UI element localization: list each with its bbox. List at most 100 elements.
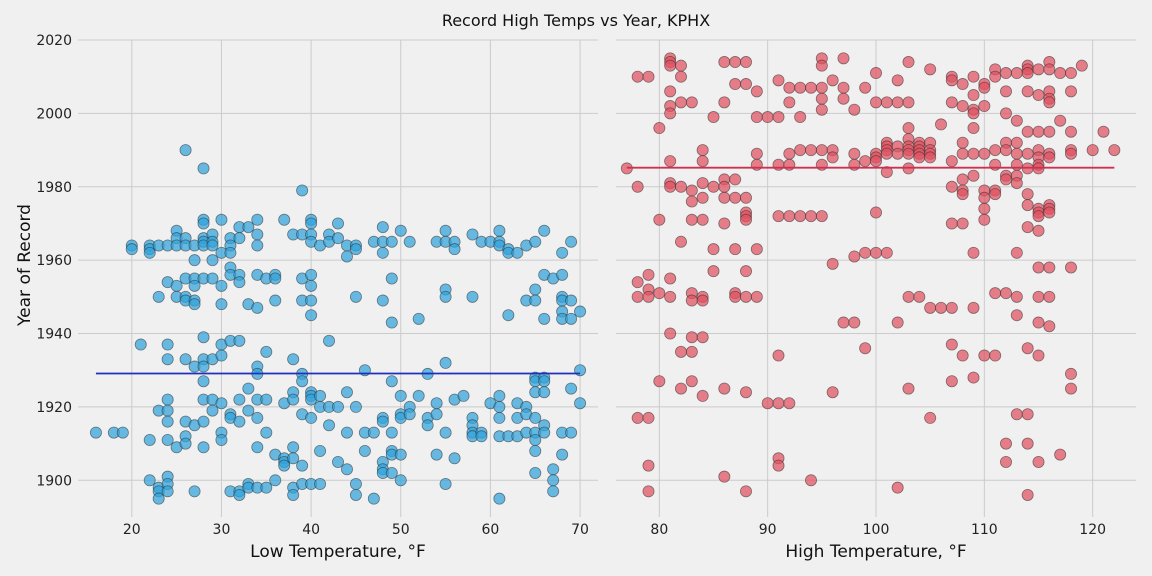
right-scatter-point	[1032, 455, 1045, 468]
left-scatter-point	[574, 397, 587, 410]
left-scatter-point	[529, 433, 542, 446]
left-scatter-point	[376, 415, 389, 428]
right-scatter-point	[924, 63, 937, 76]
left-scatter-point	[529, 283, 542, 296]
left-scatter-point	[233, 393, 246, 406]
right-scatter-point	[837, 52, 850, 65]
left-scatter-point	[439, 290, 452, 303]
right-scatter-point	[815, 92, 828, 105]
left-scatter-point	[161, 485, 174, 498]
left-scatter-point	[314, 477, 327, 490]
left-scatter-point	[233, 276, 246, 289]
left-scatter-point	[565, 294, 578, 307]
right-scatter-point	[1000, 287, 1013, 300]
right-scatter-point	[945, 217, 958, 230]
right-scatter-point	[696, 294, 709, 307]
left-scatter-point	[215, 298, 228, 311]
left-x-axis-label: Low Temperature, °F	[250, 542, 426, 562]
right-scatter-point	[924, 411, 937, 424]
right-scatter-point	[1065, 367, 1078, 380]
right-scatter-point	[653, 122, 666, 135]
left-scatter-point	[305, 411, 318, 424]
right-scatter-point	[696, 177, 709, 190]
left-x-tick-label: 30	[213, 522, 231, 538]
left-scatter-point	[197, 331, 210, 344]
left-y-tick-label: 1980	[36, 180, 72, 196]
right-scatter-point	[794, 81, 807, 94]
right-scatter-point	[1000, 85, 1013, 98]
left-scatter-point	[314, 389, 327, 402]
left-scatter-point	[305, 268, 318, 281]
right-scatter-point	[761, 111, 774, 124]
right-scatter-point	[1021, 488, 1034, 501]
right-scatter-point	[945, 180, 958, 193]
right-scatter-point	[718, 191, 731, 204]
right-scatter-point	[750, 147, 763, 160]
left-scatter-point	[323, 419, 336, 432]
left-scatter-point	[251, 301, 264, 314]
right-scatter-point	[1054, 114, 1067, 127]
right-scatter-point	[1000, 67, 1013, 80]
right-scatter-point	[913, 290, 926, 303]
right-scatter-point	[772, 111, 785, 124]
right-scatter-point	[653, 375, 666, 388]
right-scatter-point	[1021, 147, 1034, 160]
left-scatter-point	[287, 353, 300, 366]
left-scatter-point	[161, 353, 174, 366]
left-y-tick-label: 1940	[36, 327, 72, 343]
left-scatter-point	[89, 426, 102, 439]
right-scatter-point	[978, 147, 991, 160]
right-scatter-point	[631, 290, 644, 303]
right-scatter-point	[1032, 290, 1045, 303]
left-scatter-point	[538, 375, 551, 388]
right-scatter-point	[967, 89, 980, 102]
right-scatter-point	[891, 74, 904, 87]
left-scatter-point	[278, 459, 291, 472]
right-scatter-point	[696, 213, 709, 226]
left-scatter-point	[340, 463, 353, 476]
left-y-tick-label: 1960	[36, 253, 72, 269]
left-scatter-point	[448, 243, 461, 256]
left-scatter-point	[529, 444, 542, 457]
left-scatter-point	[179, 437, 192, 450]
left-scatter-point	[565, 235, 578, 248]
left-scatter-point	[439, 224, 452, 237]
left-scatter-point	[269, 272, 282, 285]
right-scatter-point	[880, 147, 893, 160]
right-scatter-point	[696, 389, 709, 402]
left-scatter-point	[565, 312, 578, 325]
left-scatter-point	[296, 375, 309, 388]
right-scatter-point	[783, 210, 796, 223]
right-scatter-point	[989, 144, 1002, 157]
right-scatter-point	[1054, 448, 1067, 461]
left-scatter-point	[197, 360, 210, 373]
left-scatter-point	[152, 290, 165, 303]
left-y-tick-label: 2020	[36, 33, 72, 49]
right-scatter-point	[1086, 144, 1099, 157]
right-scatter-point	[642, 290, 655, 303]
right-scatter-point	[675, 59, 688, 72]
right-scatter-point	[729, 290, 742, 303]
right-scatter-point	[956, 100, 969, 113]
right-scatter-point	[1010, 246, 1023, 259]
left-x-tick-label: 70	[571, 522, 589, 538]
right-scatter-point	[945, 96, 958, 109]
left-scatter-point	[574, 305, 587, 318]
right-scatter-point	[664, 155, 677, 168]
right-scatter-point	[1000, 107, 1013, 120]
right-scatter-point	[1043, 290, 1056, 303]
left-scatter-point	[161, 415, 174, 428]
right-scatter-point	[989, 70, 1002, 83]
left-scatter-point	[305, 217, 318, 230]
right-scatter-point	[685, 345, 698, 358]
right-scatter-point	[967, 107, 980, 120]
right-scatter-point	[675, 345, 688, 358]
left-scatter-point	[215, 213, 228, 226]
right-scatter-point	[1000, 455, 1013, 468]
right-scatter-point	[935, 118, 948, 131]
right-scatter-point	[1032, 125, 1045, 138]
right-x-tick-label: 90	[759, 522, 777, 538]
left-scatter-point	[233, 232, 246, 245]
left-scatter-point	[340, 426, 353, 439]
right-scatter-point	[826, 74, 839, 87]
